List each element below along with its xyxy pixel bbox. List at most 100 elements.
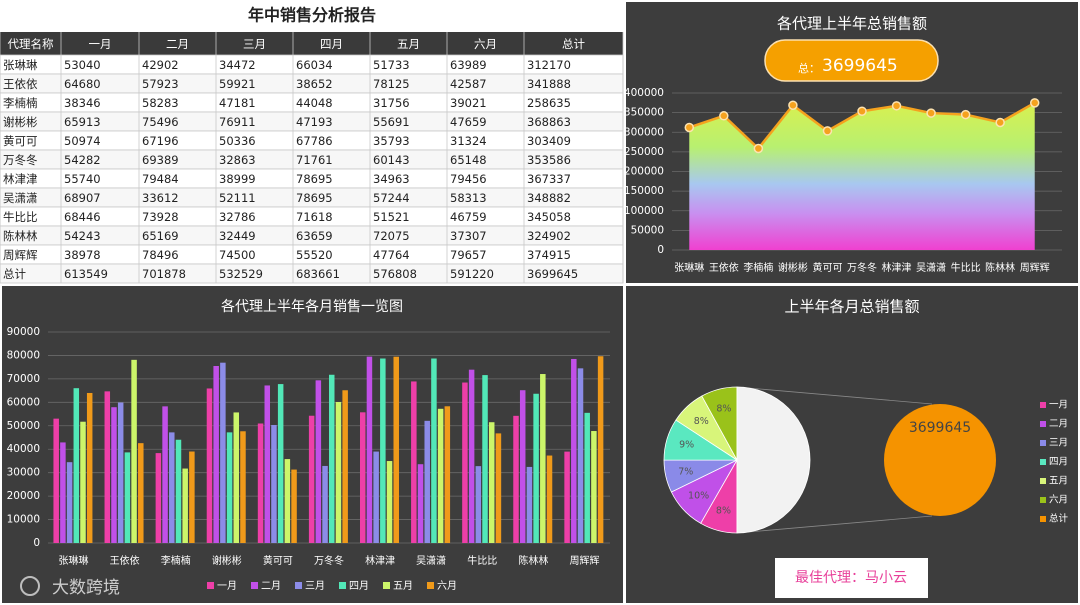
table-cell: 75496 (142, 115, 179, 129)
bar (468, 369, 475, 543)
table-cell: 79484 (142, 172, 179, 186)
x-tick-label: 周辉辉 (1020, 262, 1050, 274)
table-cell: 47764 (373, 248, 410, 262)
bar (373, 451, 379, 543)
table-header: 代理名称 (8, 37, 54, 51)
bar (277, 384, 284, 543)
bar (189, 451, 195, 543)
table-cell: 59921 (219, 77, 256, 91)
table-cell: 52111 (219, 191, 256, 205)
bar (162, 406, 168, 543)
table-cell: 74500 (219, 248, 256, 262)
y-tick-label: 70000 (7, 373, 40, 385)
table-cell: 34472 (219, 58, 256, 72)
table-cell: 341888 (527, 77, 571, 91)
x-tick-label: 吴潇潇 (916, 261, 946, 274)
area (689, 102, 1035, 251)
legend-label: 二月 (1049, 419, 1068, 430)
total-value: 3699645 (822, 56, 898, 76)
x-tick-label: 王依依 (709, 261, 739, 274)
y-tick-label: 300000 (624, 126, 664, 138)
x-tick-label: 陈林林 (985, 261, 1015, 274)
x-tick-label: 吴潇潇 (416, 554, 446, 567)
table-cell: 55691 (373, 115, 410, 129)
bar (546, 455, 553, 543)
legend-swatch (207, 582, 214, 589)
bar (175, 439, 182, 543)
bar (437, 408, 444, 543)
legend-swatch (1040, 421, 1046, 427)
table-cell: 613549 (64, 267, 108, 281)
bar (264, 385, 271, 543)
point (926, 108, 936, 118)
legend-swatch (1040, 497, 1046, 503)
bar (220, 362, 226, 543)
bar (380, 358, 386, 543)
table-cell: 王依依 (3, 77, 38, 91)
bar (495, 433, 502, 543)
table-cell: 368863 (527, 115, 571, 129)
table-cell: 78125 (373, 77, 410, 91)
table-cell: 374915 (527, 248, 571, 262)
bar (111, 407, 117, 543)
bar (66, 462, 73, 543)
bar (526, 466, 533, 543)
bar (291, 469, 297, 543)
y-tick-label: 250000 (624, 146, 664, 158)
table-cell: 64680 (64, 77, 101, 91)
x-tick-label: 牛比比 (951, 261, 981, 274)
slice-label: 8% (716, 505, 731, 516)
table-cell: 37307 (450, 229, 487, 243)
point (995, 117, 1005, 128)
bar (359, 412, 366, 543)
bar (571, 358, 577, 543)
bar (182, 468, 188, 543)
bar (513, 415, 519, 543)
table-cell: 79456 (450, 172, 487, 186)
table-cell: 50336 (219, 134, 256, 148)
table-cell: 68907 (64, 191, 101, 205)
legend-swatch (339, 582, 346, 589)
x-tick-label: 张琳琳 (674, 262, 704, 274)
y-tick-label: 200000 (624, 166, 664, 178)
legend-swatch (1040, 402, 1046, 408)
table-cell: 吴潇潇 (3, 191, 38, 205)
point (684, 122, 695, 133)
table-cell: 50974 (64, 134, 101, 148)
bar (206, 388, 213, 543)
table-cell: 51521 (373, 210, 410, 224)
bar (393, 356, 399, 543)
table-header: 四月 (320, 37, 343, 51)
table-cell: 38346 (64, 96, 101, 110)
y-tick-label: 350000 (624, 107, 664, 119)
bar (584, 412, 590, 543)
legend-label: 三月 (1049, 438, 1068, 449)
table-cell: 532529 (219, 267, 263, 281)
x-tick-label: 牛比比 (467, 554, 497, 567)
table-cell: 总计 (3, 267, 26, 281)
pie-slice (736, 386, 811, 534)
point (753, 143, 764, 154)
bar (488, 422, 495, 543)
bar (86, 392, 93, 543)
x-tick-label: 陈林林 (518, 554, 548, 567)
table-cell: 47193 (296, 115, 333, 129)
table-cell: 67786 (296, 134, 333, 148)
y-tick-label: 0 (33, 537, 40, 549)
slice-label: 9% (679, 440, 694, 451)
table-cell: 66034 (296, 58, 333, 72)
legend-swatch (427, 582, 434, 589)
table-cell: 黄可可 (3, 134, 38, 148)
bar (233, 412, 240, 543)
table-cell: 55740 (64, 172, 101, 186)
bar (124, 452, 131, 543)
legend-label: 五月 (393, 580, 413, 592)
bar (240, 431, 246, 543)
table-cell: 李楠楠 (3, 96, 38, 110)
legend-label: 一月 (1049, 400, 1068, 411)
table-cell: 71761 (296, 153, 333, 167)
y-tick-label: 40000 (7, 443, 40, 455)
table-cell: 353586 (527, 153, 571, 167)
point (891, 101, 902, 111)
table-header: 五月 (397, 37, 420, 51)
